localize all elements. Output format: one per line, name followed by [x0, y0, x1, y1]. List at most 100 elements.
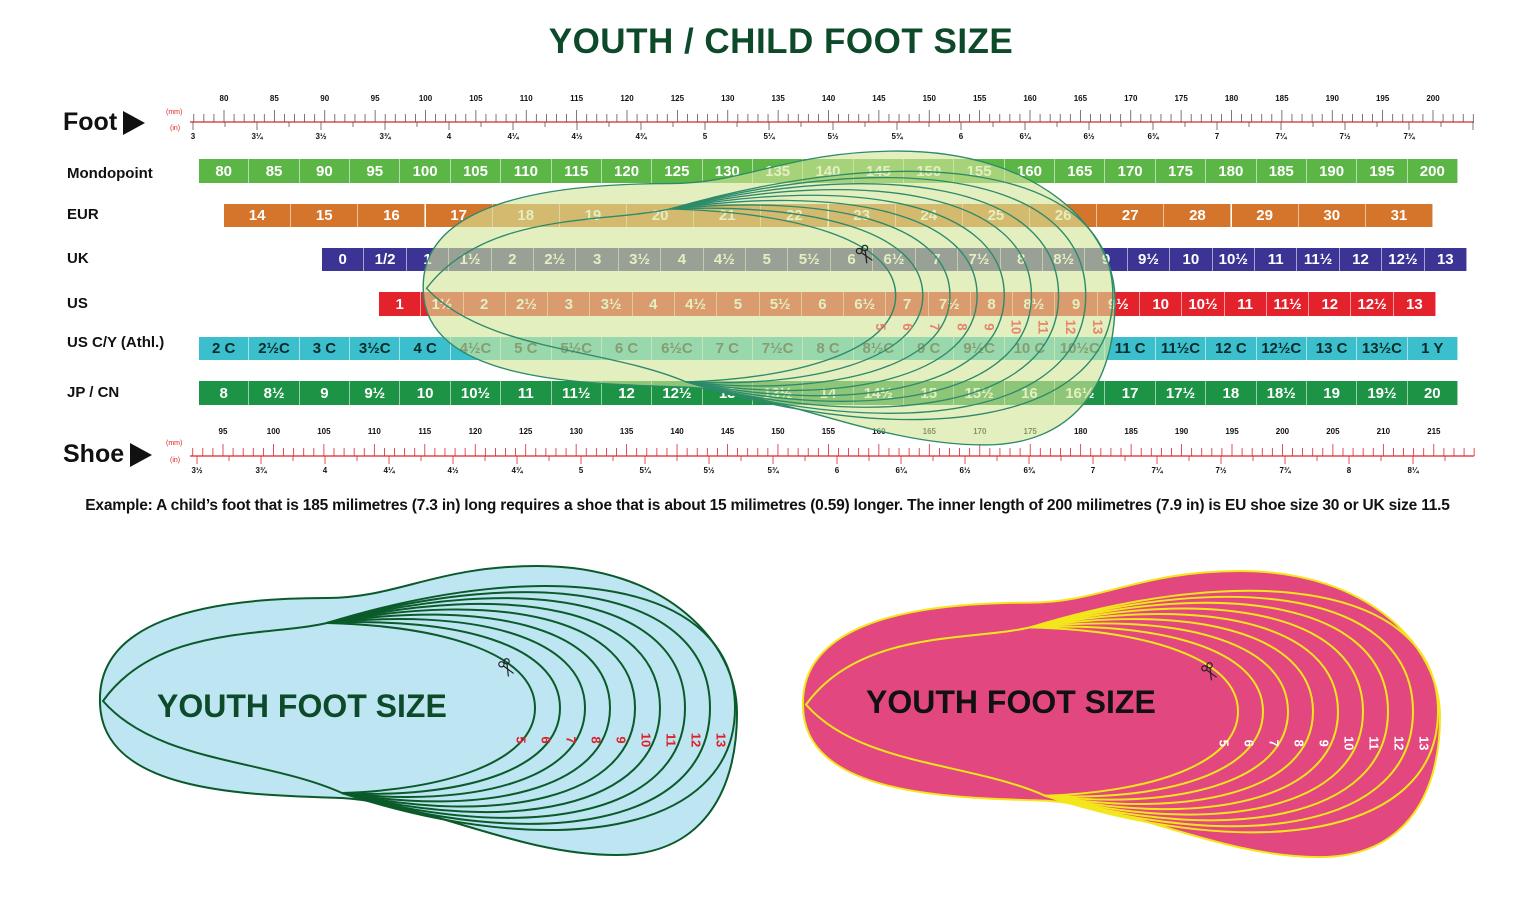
inch-tick-label: 7½: [1215, 466, 1227, 475]
inch-tick-label: 3½: [191, 466, 203, 475]
table-cell: 175: [1155, 159, 1207, 183]
inch-tick-label: 6½: [1083, 132, 1095, 141]
mm-tick-label: 110: [519, 94, 533, 103]
table-cell: 31: [1365, 204, 1433, 227]
size-curve: [1029, 626, 1240, 797]
size-number: 5: [1216, 740, 1231, 747]
mm-tick-label: 80: [219, 94, 229, 103]
mm-tick-label: 90: [320, 94, 330, 103]
inch-tick-label: 4½: [571, 132, 583, 141]
inch-tick-label: 6: [958, 132, 964, 141]
mm-tick-label: 120: [620, 94, 634, 103]
table-cell: 9½: [350, 381, 401, 405]
table-cell: 115: [551, 159, 602, 183]
table-cell: 13: [1393, 292, 1436, 316]
size-curve: [326, 591, 712, 825]
size-number: 7: [927, 323, 942, 330]
mm-tick-label: 215: [1427, 427, 1441, 436]
size-number: 11: [1366, 736, 1381, 750]
mm-tick-label: 165: [1073, 94, 1088, 103]
size-number: 10: [1341, 736, 1356, 750]
inch-tick-label: 7¾: [1403, 132, 1415, 141]
inch-tick-label: 7½: [1339, 132, 1351, 141]
table-cell: 8½: [249, 381, 300, 405]
size-curve: [326, 622, 537, 794]
inch-tick-label: 3½: [315, 132, 327, 141]
size-curve: [1029, 622, 1290, 801]
size-number: 10: [639, 733, 654, 747]
mm-tick-label: 190: [1174, 427, 1189, 436]
size-curve: [326, 597, 687, 819]
table-cell: 9: [299, 381, 351, 405]
mm-tick-label: 195: [1225, 427, 1239, 436]
size-number: 6: [900, 323, 915, 331]
mm-tick-label: 155: [821, 427, 836, 436]
mm-tick-label: 120: [468, 427, 482, 436]
foot-label: Foot: [63, 108, 118, 136]
in-unit: (in): [170, 125, 181, 132]
mm-tick-label: 105: [317, 427, 331, 436]
inch-tick-label: 5¼: [763, 132, 775, 141]
inch-tick-label: 6½: [959, 466, 971, 475]
mm-tick-label: 125: [670, 94, 685, 103]
table-cell: 2 C: [199, 337, 250, 360]
heel-outline: [804, 626, 1046, 797]
scissors-icon: [1201, 662, 1217, 681]
inch-tick-label: 5: [702, 132, 708, 141]
size-curve: [1029, 613, 1340, 810]
table-cell: 16: [358, 204, 426, 227]
table-cell: 19: [1306, 381, 1358, 405]
table-cell: 1 Y: [1407, 337, 1458, 360]
pink-card-title: YOUTH FOOT SIZE: [866, 684, 1156, 720]
table-cell: 10: [1140, 292, 1183, 316]
size-curve: [669, 204, 951, 387]
mm-tick-label: 155: [972, 94, 987, 103]
mm-tick-label: 180: [1224, 94, 1239, 103]
mm-tick-label: 95: [218, 427, 228, 436]
inch-tick-label: 4¼: [383, 466, 395, 475]
size-curve: [1029, 589, 1440, 834]
blue-card-title: YOUTH FOOT SIZE: [157, 688, 447, 724]
size-number: 13: [1090, 320, 1105, 335]
table-cell: 14: [224, 204, 292, 227]
inch-tick-label: 7¾: [1279, 466, 1291, 475]
inch-tick-label: 4¾: [511, 466, 523, 475]
size-number: 10: [1008, 320, 1023, 335]
mm-tick-label: 200: [1275, 427, 1290, 436]
size-curve: [1029, 595, 1415, 828]
table-cell: 180: [1206, 159, 1257, 183]
mm-tick-label: 150: [922, 94, 936, 103]
table-cell: 18½: [1256, 381, 1307, 405]
inch-tick-label: 8¼: [1407, 466, 1419, 475]
mm-tick-label: 145: [872, 94, 886, 103]
table-cell: 12½C: [1256, 337, 1307, 360]
table-cell: 90: [299, 159, 351, 183]
foot-shape: 5 6 7 8 9 10 11 12 13: [422, 150, 1116, 446]
size-number: 13: [714, 733, 729, 747]
mm-tick-label: 185: [1124, 427, 1138, 436]
table-cell: 9½: [1127, 248, 1171, 271]
foot-outline: [422, 150, 1116, 446]
shoe-label: Shoe: [63, 440, 125, 468]
table-cell: 13½C: [1357, 337, 1408, 360]
table-cell: 8: [199, 381, 250, 405]
size-curve: [326, 608, 637, 808]
inch-tick-label: 4½: [447, 466, 459, 475]
arrow-right-icon: [130, 442, 153, 467]
inch-tick-label: 5½: [703, 466, 715, 475]
inch-tick-label: 7¼: [1151, 466, 1163, 475]
table-cell: 17½: [1155, 381, 1207, 405]
foot-shape: 5 6 7 8 9 10 11 12 13: [801, 569, 1442, 859]
mm-tick-label: 200: [1426, 94, 1440, 103]
table-cell: 12½: [1382, 248, 1425, 271]
size-curve: [326, 613, 612, 803]
scissors-icon: [855, 244, 873, 264]
inch-tick-label: 5½: [827, 132, 839, 141]
size-number: 8: [589, 736, 604, 743]
table-cell: 1/2: [364, 248, 407, 271]
inch-tick-label: 5¾: [891, 132, 903, 141]
size-number: 9: [614, 736, 629, 743]
size-curve: [669, 207, 924, 384]
table-cell: 170: [1105, 159, 1156, 183]
mm-tick-label: 125: [519, 427, 533, 436]
